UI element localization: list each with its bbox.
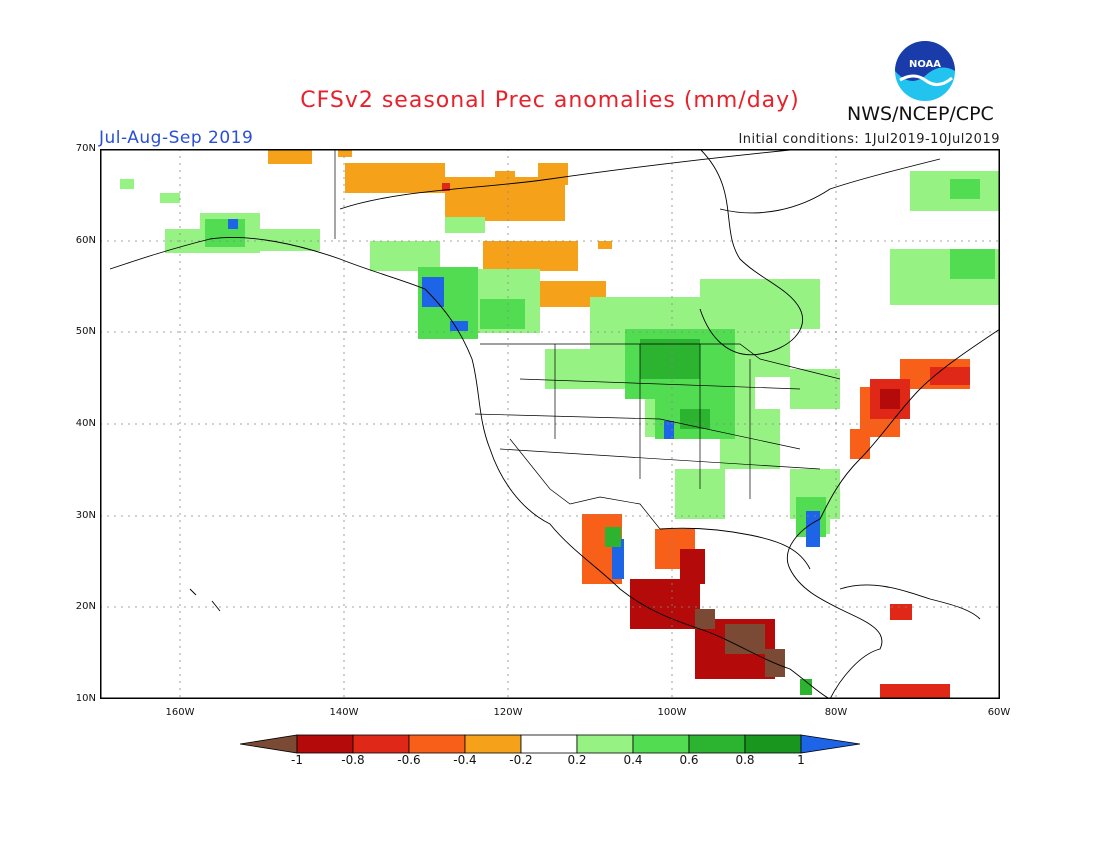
lon-label-100w: 100W — [657, 707, 687, 718]
lon-label-160w: 160W — [165, 707, 195, 718]
colorbar-label: 1 — [797, 753, 805, 767]
lat-label-40n: 40N — [75, 418, 96, 429]
initial-conditions: Initial conditions: 1Jul2019-10Jul2019 — [738, 132, 1000, 147]
lon-label-140w: 140W — [329, 707, 359, 718]
colorbar-label: -0.2 — [509, 753, 533, 767]
wet-anomaly-plains-core — [640, 339, 710, 429]
colorbar-label: 0.6 — [679, 753, 699, 767]
wet-anomaly-max-alaska — [228, 219, 238, 229]
dry-anomaly-canada — [268, 149, 783, 365]
lat-label-70n: 70N — [75, 143, 96, 154]
dry-anomaly-spot — [442, 183, 450, 191]
colorbar-arrow-right — [800, 734, 860, 754]
colorbar-label: -0.4 — [453, 753, 477, 767]
grid-lines — [100, 149, 1000, 699]
lat-label-60n: 60N — [75, 235, 96, 246]
colorbar-label: 0.2 — [567, 753, 587, 767]
colorbar-arrow-left — [240, 734, 298, 754]
colorbar-label: -0.6 — [397, 753, 421, 767]
wet-anomaly-mexico-west — [612, 539, 624, 579]
noaa-logo-text: NOAA — [909, 59, 941, 70]
colorbar-label: -0.8 — [341, 753, 365, 767]
wet-anomaly-max-plains — [664, 421, 674, 439]
lat-label-30n: 30N — [75, 510, 96, 521]
lat-label-50n: 50N — [75, 326, 96, 337]
lat-label-10n: 10N — [75, 693, 96, 704]
wet-anomaly-bc-coast — [422, 277, 468, 331]
agency-label: NWS/NCEP/CPC — [847, 103, 994, 125]
coastlines — [109, 149, 1000, 699]
political-borders — [334, 149, 841, 530]
colorbar-label: 0.4 — [623, 753, 643, 767]
map-frame — [100, 149, 1000, 699]
forecast-period: Jul-Aug-Sep 2019 — [99, 128, 254, 148]
wet-anomaly-max-florida — [806, 511, 820, 547]
lon-label-120w: 120W — [493, 707, 523, 718]
chart-title: CFSv2 seasonal Prec anomalies (mm/day) — [300, 88, 800, 113]
colorbar — [240, 734, 860, 754]
lon-label-80w: 80W — [824, 707, 848, 718]
colorbar-label: 0.8 — [735, 753, 755, 767]
noaa-logo-icon: NOAA — [895, 41, 955, 101]
precip-anomaly-map — [100, 149, 1000, 699]
lat-label-20n: 20N — [75, 601, 96, 612]
colorbar-label: -1 — [291, 753, 303, 767]
lon-label-60w: 60W — [987, 707, 1011, 718]
dry-anomaly-caribbean — [880, 604, 950, 699]
